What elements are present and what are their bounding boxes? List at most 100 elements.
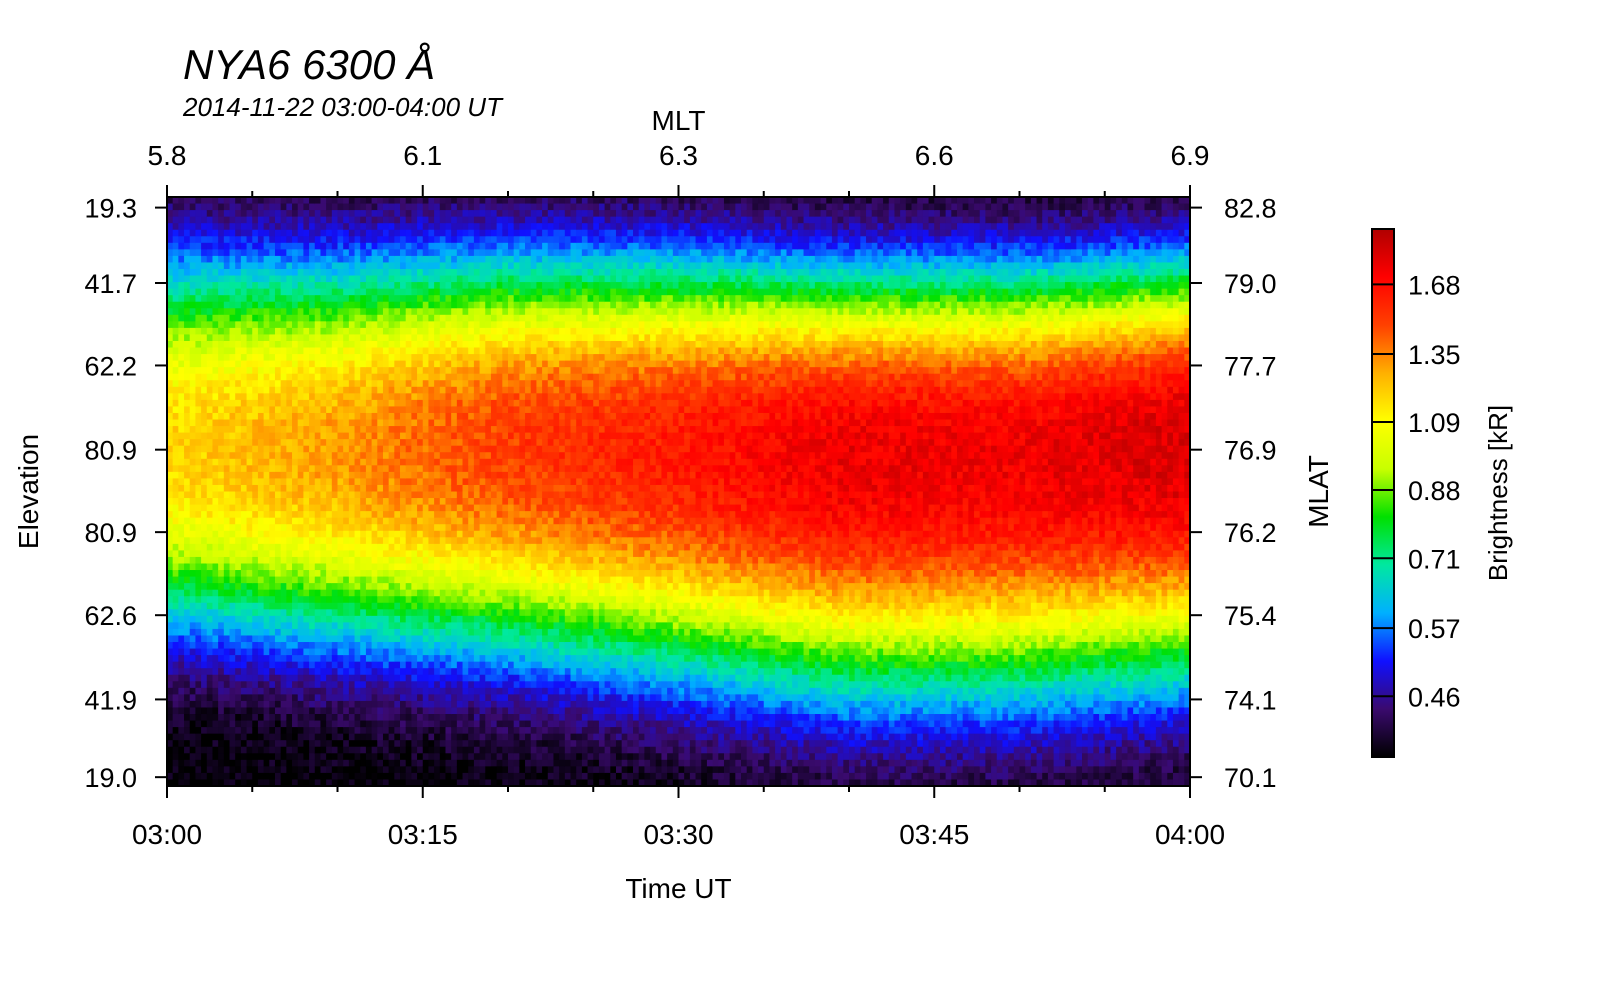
heatmap-cell bbox=[274, 753, 282, 761]
heatmap-cell bbox=[456, 275, 464, 283]
heatmap-cell bbox=[252, 229, 259, 237]
heatmap-cell bbox=[377, 589, 384, 597]
heatmap-cell bbox=[337, 197, 344, 205]
heatmap-cell bbox=[417, 275, 424, 283]
heatmap-cell bbox=[462, 484, 469, 493]
heatmap-cell bbox=[382, 687, 390, 695]
heatmap-cell bbox=[365, 216, 373, 224]
heatmap-cell bbox=[462, 714, 469, 722]
heatmap-cell bbox=[417, 491, 424, 499]
heatmap-cell bbox=[405, 360, 412, 368]
heatmap-cell bbox=[257, 622, 265, 630]
heatmap-cell bbox=[434, 288, 441, 296]
heatmap-cell bbox=[206, 445, 214, 453]
heatmap-cell bbox=[382, 576, 390, 584]
heatmap-cell bbox=[172, 720, 179, 728]
heatmap-cell bbox=[462, 766, 469, 774]
heatmap-cell bbox=[377, 707, 384, 715]
heatmap-cell bbox=[229, 445, 236, 453]
heatmap-cell bbox=[240, 498, 248, 506]
heatmap-cell bbox=[212, 419, 219, 427]
heatmap-cell bbox=[400, 282, 407, 290]
heatmap-cell bbox=[280, 622, 287, 630]
heatmap-cell bbox=[428, 746, 435, 754]
heatmap-cell bbox=[348, 360, 356, 368]
heatmap-cell bbox=[309, 668, 316, 676]
heatmap-cell bbox=[269, 602, 276, 610]
heatmap-cell bbox=[286, 674, 293, 682]
heatmap-cell bbox=[292, 327, 299, 336]
heatmap-cell bbox=[257, 439, 265, 447]
heatmap-cell bbox=[422, 255, 430, 264]
heatmap-cell bbox=[382, 759, 390, 767]
heatmap-cell bbox=[456, 216, 464, 224]
heatmap-cell bbox=[286, 484, 293, 493]
heatmap-cell bbox=[269, 406, 276, 414]
heatmap-cell bbox=[172, 615, 179, 623]
heatmap-cell bbox=[343, 543, 350, 551]
heatmap-cell bbox=[212, 759, 219, 767]
heatmap-cell bbox=[172, 471, 179, 480]
heatmap-cell bbox=[178, 380, 185, 388]
heatmap-cell bbox=[337, 615, 344, 623]
heatmap-cell bbox=[201, 517, 208, 525]
heatmap-cell bbox=[206, 661, 214, 669]
heatmap-cell bbox=[377, 452, 384, 460]
heatmap-cell bbox=[462, 465, 469, 473]
heatmap-cell bbox=[263, 393, 270, 401]
heatmap-cell bbox=[223, 432, 231, 440]
heatmap-cell bbox=[371, 308, 378, 316]
heatmap-cell bbox=[246, 327, 253, 336]
heatmap-cell bbox=[439, 720, 447, 728]
heatmap-cell bbox=[172, 386, 179, 394]
heatmap-cell bbox=[263, 327, 270, 336]
heatmap-cell bbox=[445, 550, 452, 558]
heatmap-cell bbox=[240, 301, 248, 309]
heatmap-cell bbox=[212, 386, 219, 394]
heatmap-cell bbox=[337, 714, 344, 722]
heatmap-cell bbox=[468, 609, 475, 617]
heatmap-cell bbox=[343, 419, 350, 427]
heatmap-cell bbox=[314, 321, 322, 329]
heatmap-cell bbox=[371, 772, 378, 781]
heatmap-cell bbox=[382, 340, 390, 349]
heatmap-cell bbox=[212, 314, 219, 322]
heatmap-cell bbox=[473, 543, 481, 551]
heatmap-cell bbox=[445, 700, 452, 709]
heatmap-cell bbox=[337, 393, 344, 401]
heatmap-cell bbox=[274, 458, 282, 466]
heatmap-cell bbox=[218, 714, 225, 722]
heatmap-cell bbox=[178, 268, 185, 277]
heatmap-cell bbox=[331, 386, 339, 394]
heatmap-cell bbox=[320, 314, 327, 322]
heatmap-cell bbox=[365, 393, 373, 401]
heatmap-cell bbox=[417, 543, 424, 551]
heatmap-cell bbox=[246, 714, 253, 722]
heatmap-cell bbox=[371, 609, 378, 617]
heatmap-cell bbox=[411, 484, 418, 493]
heatmap-cell bbox=[314, 550, 322, 558]
heatmap-cell bbox=[223, 727, 231, 735]
heatmap-cell bbox=[479, 327, 486, 336]
heatmap-cell bbox=[365, 282, 373, 290]
heatmap-cell bbox=[371, 426, 378, 434]
heatmap-cell bbox=[240, 772, 248, 781]
heatmap-cell bbox=[240, 707, 248, 715]
heatmap-cell bbox=[218, 478, 225, 486]
heatmap-cell bbox=[314, 439, 322, 447]
heatmap-cell bbox=[172, 210, 179, 218]
heatmap-cell bbox=[195, 203, 202, 211]
heatmap-cell bbox=[257, 740, 265, 748]
heatmap-cell bbox=[218, 563, 225, 571]
heatmap-cell bbox=[195, 753, 202, 761]
heatmap-cell bbox=[218, 655, 225, 663]
heatmap-cell bbox=[445, 242, 452, 250]
heatmap-cell bbox=[388, 589, 395, 597]
heatmap-cell bbox=[456, 570, 464, 578]
heatmap-cell bbox=[280, 236, 287, 244]
heatmap-cell bbox=[212, 714, 219, 722]
heatmap-cell bbox=[240, 393, 248, 401]
heatmap-cell bbox=[468, 707, 475, 715]
heatmap-cell bbox=[184, 687, 191, 695]
heatmap-cell bbox=[320, 327, 327, 336]
